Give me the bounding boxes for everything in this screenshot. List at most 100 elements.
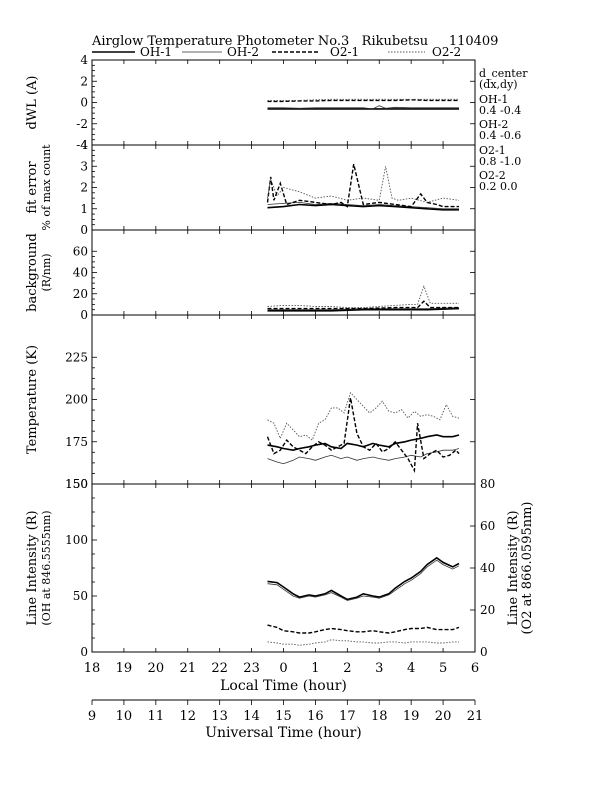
d-center-name-o2-2: O2-2 [479, 169, 506, 182]
ytick-label-temp: 175 [65, 435, 88, 449]
series-fiterr-o2-2 [267, 166, 460, 203]
ylabel-fiterr: % of max count [40, 144, 53, 231]
series-dwl-o2-2 [267, 98, 459, 101]
ytick-label-dwl: -2 [76, 117, 88, 131]
ytick-label-temp: 150 [65, 477, 88, 491]
xtick-label-ut: 9 [88, 709, 96, 724]
d-center-annotation: d_center(dx,dy) OH-10.4 -0.4OH-20.4 -0.6 O… [479, 67, 528, 193]
ylabel-bg: (R/nm) [40, 253, 53, 291]
panel-frame-temp [91, 314, 476, 485]
ylabel-temp: Temperature (K) [25, 345, 40, 454]
ytick-label-temp: 200 [65, 393, 88, 407]
xtick-label-local: 4 [407, 661, 415, 676]
ytick-label-li: 100 [65, 533, 88, 547]
xtick-label-local: 23 [243, 661, 260, 676]
xtick-label-ut: 16 [307, 709, 324, 724]
xtick-label-ut: 12 [179, 709, 196, 724]
ytick-right-label-li: 40 [480, 561, 495, 575]
d-center-name-oh-2: OH-2 [479, 118, 508, 131]
series-temp-o2-2 [267, 391, 460, 441]
panel-frame-li [91, 483, 476, 653]
d-center-subtitle: (dx,dy) [479, 78, 518, 91]
xtick-label-ut: 13 [211, 709, 228, 724]
series-li-oh-1 [267, 556, 460, 601]
d-center-value-o2-1: 0.8 -1.0 [479, 155, 521, 168]
xtick-label-local: 0 [279, 661, 287, 676]
ytick-label-fiterr: 1 [80, 202, 88, 216]
xlabel-ut: Universal Time (hour) [205, 725, 362, 741]
panel-frame-bg [91, 229, 476, 316]
d-center-value-o2-2: 0.2 0.0 [479, 180, 517, 193]
panel-temp: 150 175 200 225 Temperature (K) [25, 314, 476, 491]
ytick-label-bg: 20 [73, 287, 88, 301]
ytick-label-bg: 0 [80, 308, 88, 322]
legend-label-oh-1: OH-1 [140, 45, 172, 59]
ytick-label-dwl: 0 [80, 96, 88, 110]
ytick-right-label-li: 0 [480, 645, 488, 659]
xtick-label-local: 2 [343, 661, 351, 676]
panels: -4 -2 0 2 4 dWL (A) 0 1 2 3 4 fit error% of max cou… [25, 53, 535, 659]
d-center-name-o2-1: O2-1 [479, 144, 506, 157]
series-temp-oh-2 [267, 448, 460, 465]
legend-label-oh-2: OH-2 [227, 45, 259, 59]
ytick-right-label-li: 60 [480, 519, 495, 533]
ylabel-bg: background [25, 233, 40, 312]
ytick-label-fiterr: 4 [80, 138, 88, 152]
panel-frame-dwl [91, 59, 476, 146]
ytick-label-dwl: 2 [80, 74, 88, 88]
ytick-label-li: 0 [80, 645, 88, 659]
series-bg-oh-2 [267, 307, 460, 311]
xtick-label-ut: 11 [148, 709, 165, 724]
xlabel-local: Local Time (hour) [220, 678, 347, 694]
series-li-o2-2 [267, 639, 459, 646]
xtick-label-local: 19 [116, 661, 133, 676]
ytick-label-bg: 60 [73, 244, 88, 258]
series-li-o2-1 [267, 624, 460, 634]
xtick-label-ut: 14 [243, 709, 260, 724]
ylabel-li: (OH at 846.5555nm) [40, 510, 53, 625]
panel-bg: 0 20 40 60 background (R/nm) [25, 229, 476, 322]
series-temp-o2-1 [266, 397, 460, 473]
ylabel-fiterr: fit error [25, 161, 40, 214]
ytick-label-fiterr: 2 [80, 181, 88, 195]
series-bg-oh-1 [267, 307, 460, 312]
series-fiterr-oh-1 [267, 203, 459, 211]
ytick-label-fiterr: 3 [80, 159, 88, 173]
d-center-value-oh-1: 0.4 -0.4 [479, 104, 521, 117]
ytick-label-li: 150 [65, 477, 88, 491]
xtick-label-local: 1 [311, 661, 319, 676]
ytick-label-temp: 225 [65, 350, 88, 364]
xtick-label-local: 20 [148, 661, 165, 676]
legend: OH-1 OH-2 O2-1 O2-2 [92, 45, 461, 59]
ytick-label-fiterr: 0 [80, 223, 88, 237]
series-fiterr-o2-1 [266, 163, 459, 208]
xtick-label-ut: 21 [467, 709, 484, 724]
series-bg-o2-2 [267, 284, 459, 309]
ylabel-li: Line Intensity (R) [25, 510, 40, 625]
ytick-label-li: 50 [73, 589, 88, 603]
xtick-label-local: 5 [439, 661, 447, 676]
xtick-label-ut: 15 [275, 709, 292, 724]
xtick-label-ut: 19 [403, 709, 420, 724]
series-dwl-o2-1 [267, 99, 459, 103]
panel-dwl: -4 -2 0 2 4 dWL (A) [25, 53, 476, 152]
ylabel-dwl: dWL (A) [25, 76, 40, 130]
series-li-oh-2 [267, 559, 460, 601]
legend-label-o2-1: O2-1 [330, 45, 359, 59]
ylabel-right-li: (O2 at 866.0595nm) [520, 501, 535, 634]
xtick-label-local: 21 [179, 661, 196, 676]
legend-label-o2-2: O2-2 [432, 45, 461, 59]
ytick-label-dwl: 4 [80, 53, 88, 67]
xtick-label-local: 18 [84, 661, 101, 676]
ytick-label-dwl: -4 [76, 138, 88, 152]
series-fiterr-oh-2 [267, 201, 459, 210]
xtick-label-local: 6 [471, 661, 479, 676]
xtick-label-ut: 10 [116, 709, 133, 724]
xtick-label-local: 22 [211, 661, 228, 676]
xtick-label-local: 3 [375, 661, 383, 676]
ytick-right-label-li: 80 [480, 477, 495, 491]
panel-fiterr: 0 1 2 3 4 fit error% of max count [25, 138, 476, 237]
